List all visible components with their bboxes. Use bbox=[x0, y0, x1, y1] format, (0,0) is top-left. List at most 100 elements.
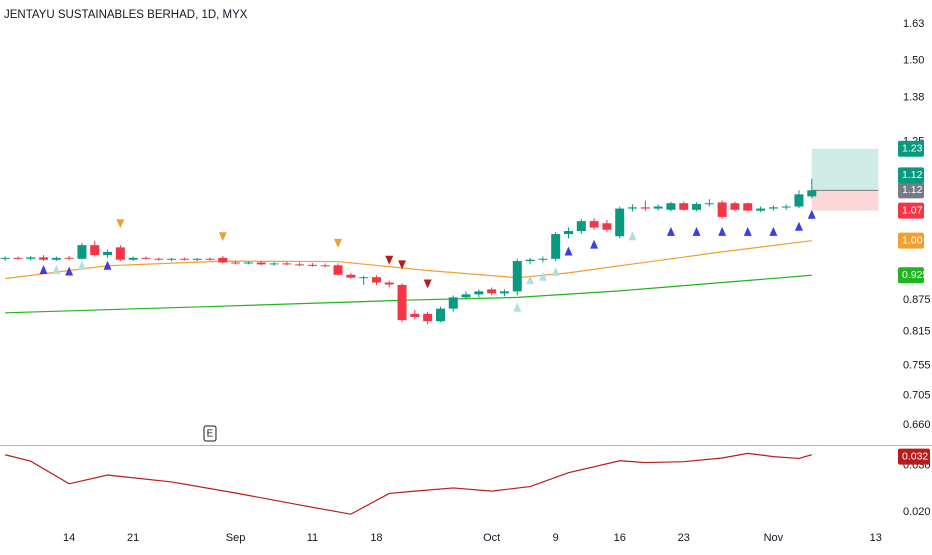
signal-marker bbox=[218, 232, 227, 242]
y-tick-label: 0.705 bbox=[903, 390, 931, 402]
signal-marker bbox=[769, 226, 778, 236]
signal-marker bbox=[718, 226, 727, 236]
signal-marker bbox=[692, 226, 701, 236]
x-tick-label: 11 bbox=[307, 532, 318, 544]
candle-body bbox=[704, 203, 714, 205]
candle-body bbox=[179, 258, 189, 260]
signal-marker bbox=[666, 226, 675, 236]
candle-body bbox=[512, 261, 522, 292]
candle-body bbox=[243, 262, 253, 264]
price-badge-label: 1.12 bbox=[902, 169, 923, 181]
x-tick-label: Sep bbox=[226, 532, 246, 544]
candle-body bbox=[218, 257, 228, 263]
x-tick-label: 9 bbox=[553, 532, 559, 544]
candle-body bbox=[231, 262, 241, 264]
signal-marker bbox=[423, 279, 432, 289]
candle-body bbox=[653, 206, 663, 209]
signal-marker bbox=[628, 231, 637, 241]
signal-marker bbox=[77, 260, 86, 270]
candle-body bbox=[192, 258, 202, 260]
candle-body bbox=[141, 257, 151, 259]
candle-body bbox=[371, 277, 381, 283]
candle-body bbox=[499, 291, 509, 294]
price-badge bbox=[898, 167, 924, 184]
candle-body bbox=[640, 207, 650, 209]
candle-body bbox=[103, 251, 113, 256]
candle-body bbox=[794, 194, 804, 207]
candle-body bbox=[487, 289, 497, 294]
event-marker bbox=[203, 425, 217, 442]
signal-marker bbox=[590, 239, 599, 249]
candle-body bbox=[666, 203, 676, 210]
candle-body bbox=[90, 245, 100, 256]
osc-badge-label: 0.032 bbox=[902, 450, 928, 462]
candle-body bbox=[77, 245, 87, 259]
signal-marker bbox=[526, 275, 535, 285]
candle-body bbox=[538, 258, 548, 260]
candle-body bbox=[154, 258, 164, 260]
target-zone bbox=[811, 148, 879, 191]
osc-tick-label: 0.020 bbox=[903, 506, 931, 518]
candle-body bbox=[589, 221, 599, 228]
signal-marker bbox=[743, 226, 752, 236]
oscillator-line bbox=[4, 452, 812, 515]
y-tick-label: 0.815 bbox=[903, 325, 931, 337]
price-badge bbox=[898, 232, 924, 249]
price-badge bbox=[898, 202, 924, 219]
signal-marker bbox=[385, 255, 394, 265]
candle-body bbox=[435, 308, 445, 322]
x-tick-label: 23 bbox=[678, 532, 690, 544]
osc-badge bbox=[898, 448, 930, 465]
signal-marker bbox=[551, 266, 560, 276]
stop-zone bbox=[811, 190, 879, 211]
candle-body bbox=[756, 208, 766, 211]
price-badge-label: 1.00 bbox=[902, 234, 923, 246]
candle-body bbox=[128, 257, 138, 260]
y-tick-label: 0.755 bbox=[903, 359, 931, 371]
candle-body bbox=[333, 265, 343, 275]
candle-body bbox=[768, 207, 778, 209]
price-badge bbox=[898, 182, 924, 199]
signal-marker bbox=[39, 265, 48, 275]
chart-title: JENTAYU SUSTAINABLES BERHAD, 1D, MYX bbox=[4, 9, 248, 21]
candle-body bbox=[576, 221, 586, 232]
signal-marker bbox=[116, 219, 125, 229]
candle-body bbox=[295, 264, 305, 266]
y-tick-label: 1.38 bbox=[903, 92, 924, 104]
moving-average bbox=[5, 240, 812, 280]
candle-body bbox=[64, 257, 74, 259]
signal-marker bbox=[794, 221, 803, 231]
candle-body bbox=[551, 234, 561, 259]
price-badge-label: 0.925 bbox=[902, 269, 928, 281]
y-tick-label: 0.875 bbox=[903, 294, 931, 306]
signal-marker bbox=[103, 260, 112, 270]
x-tick-label: 13 bbox=[870, 532, 882, 544]
signal-marker bbox=[334, 238, 343, 248]
x-tick-label: 21 bbox=[127, 532, 139, 544]
y-tick-label: 1.63 bbox=[903, 18, 924, 30]
y-tick-label: 0.660 bbox=[903, 419, 931, 431]
candle-body bbox=[167, 258, 177, 260]
signal-marker bbox=[398, 260, 407, 270]
candle-body bbox=[628, 207, 638, 209]
price-badge-label: 1.12 bbox=[902, 184, 923, 196]
candle-body bbox=[205, 258, 215, 260]
signal-marker bbox=[807, 209, 816, 219]
candle-body bbox=[807, 190, 817, 197]
candle-body bbox=[602, 223, 612, 230]
candle-body bbox=[743, 203, 753, 211]
price-badge-label: 1.07 bbox=[902, 204, 923, 216]
candle-body bbox=[307, 264, 317, 266]
x-tick-label: Oct bbox=[483, 532, 500, 544]
candle-body bbox=[51, 257, 61, 260]
candle-body bbox=[423, 313, 433, 322]
candle-body bbox=[397, 284, 407, 321]
candle-body bbox=[461, 294, 471, 298]
candle-body bbox=[282, 263, 292, 265]
candle-body bbox=[474, 291, 484, 295]
candle-body bbox=[346, 274, 356, 278]
candle-body bbox=[730, 203, 740, 210]
candle-body bbox=[0, 257, 10, 259]
